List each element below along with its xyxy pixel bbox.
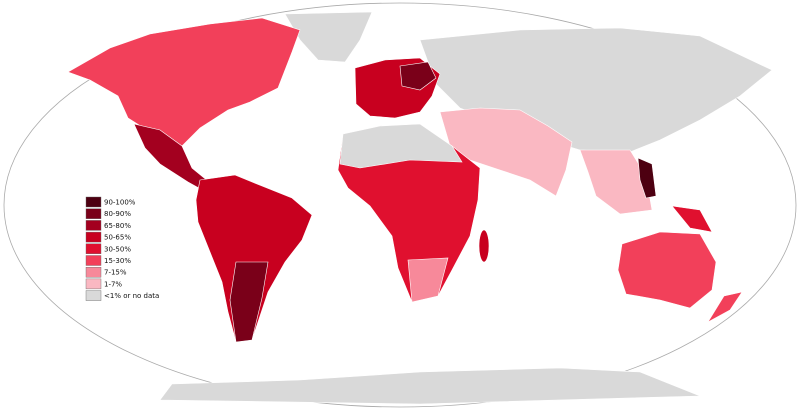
madagascar xyxy=(478,229,490,263)
south-cone xyxy=(229,261,269,343)
legend-swatch xyxy=(85,278,102,290)
greenland xyxy=(284,11,373,63)
central-europe xyxy=(399,61,437,91)
legend-label: 7-15% xyxy=(104,269,127,277)
legend-swatch xyxy=(85,255,102,266)
legend-swatch xyxy=(85,196,102,208)
southern-africa xyxy=(407,257,449,303)
southeast-asia xyxy=(579,149,653,215)
legend-label: 65-80% xyxy=(104,222,131,230)
legend-swatch xyxy=(85,231,102,243)
legend-swatch xyxy=(85,220,102,231)
philippines xyxy=(637,157,657,199)
north-america xyxy=(67,17,301,147)
regions xyxy=(67,11,773,405)
legend-label: 50-65% xyxy=(104,234,131,242)
antarctica xyxy=(159,367,701,405)
south-america xyxy=(195,174,313,343)
legend-label: 80-90% xyxy=(104,210,131,218)
north-africa xyxy=(339,123,463,169)
new-zealand xyxy=(707,291,743,323)
papua xyxy=(671,205,713,233)
legend-label: 30-50% xyxy=(104,245,131,253)
australia xyxy=(617,231,717,309)
legend-label: 90-100% xyxy=(104,199,136,207)
legend-swatch xyxy=(85,290,102,301)
legend-label: 15-30% xyxy=(104,257,131,265)
legend-label: 1-7% xyxy=(104,280,122,288)
legend-label: <1% or no data xyxy=(104,292,159,300)
legend-swatch xyxy=(85,243,102,255)
legend-swatch xyxy=(85,208,102,219)
legend-swatch xyxy=(85,267,102,278)
legend: 90-100% 80-90% 65-80% 50-65% 30-50% 15-30% 7-1… xyxy=(85,196,159,301)
